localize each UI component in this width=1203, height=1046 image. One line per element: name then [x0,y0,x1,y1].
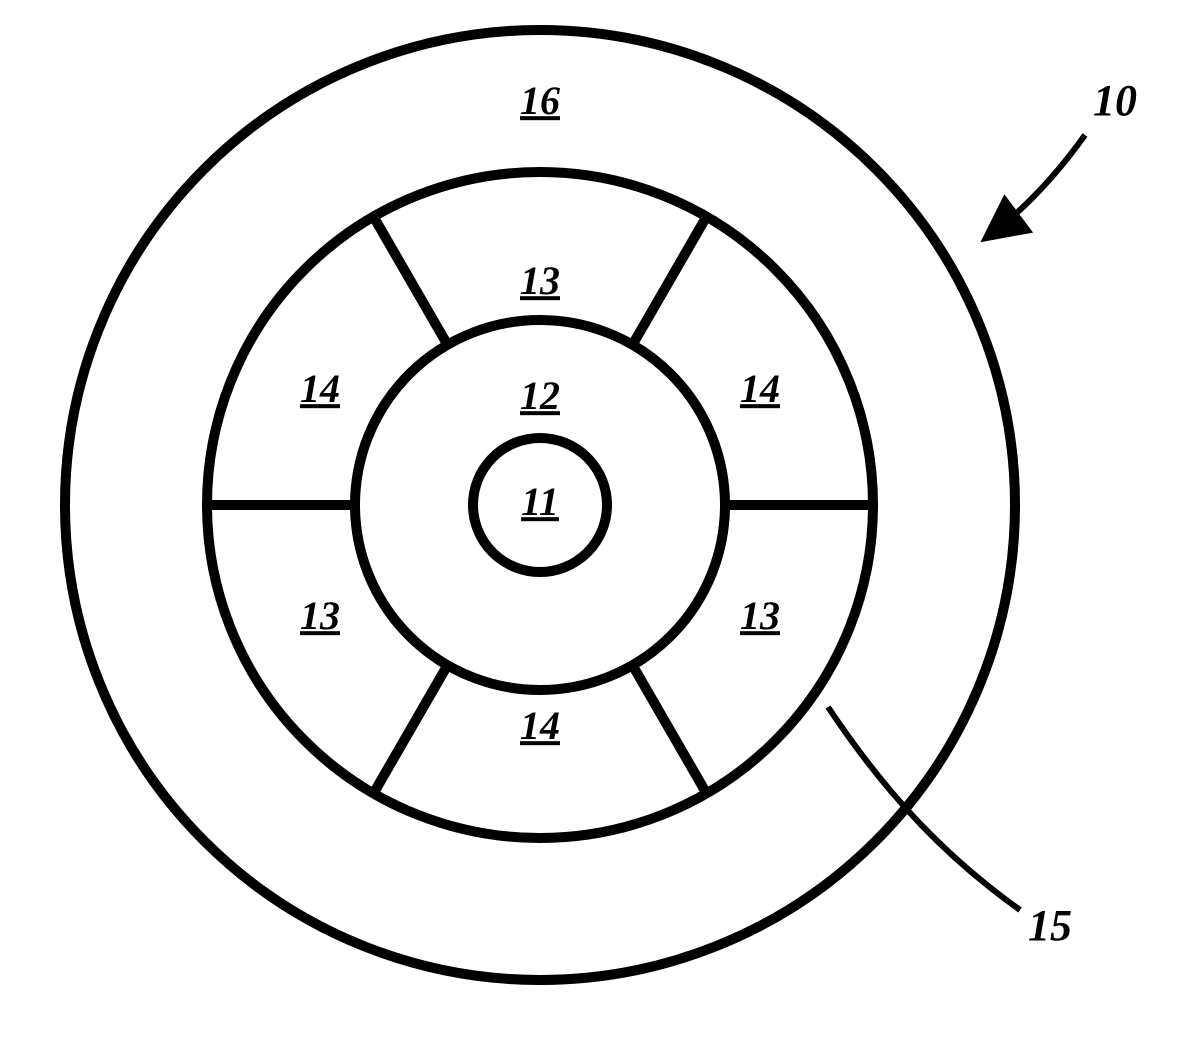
callout-line-assembly [990,135,1085,235]
label-seg_upper_left: 14 [300,366,340,411]
region-labels: 11 12 16 13 14 13 14 13 14 [300,78,780,748]
figure-svg: 11 12 16 13 14 13 14 13 14 10 15 [0,0,1203,1046]
callout-line-mid_circle [828,707,1020,910]
label-outer_ring: 16 [520,78,560,123]
segment-divider [633,217,707,345]
label-inner_ring: 12 [520,373,560,418]
label-seg_top: 13 [520,258,560,303]
label-seg_lower_right: 13 [740,593,780,638]
label-seg_upper_right: 14 [740,366,780,411]
segment-divider [633,665,707,793]
label-center: 11 [521,479,559,524]
label-seg_lower_left: 13 [300,593,340,638]
label-seg_bottom: 14 [520,703,560,748]
callout-label-mid_circle: 15 [1028,901,1072,950]
segment-divider [374,665,448,793]
callout-label-assembly: 10 [1093,76,1137,125]
segment-divider [374,217,448,345]
